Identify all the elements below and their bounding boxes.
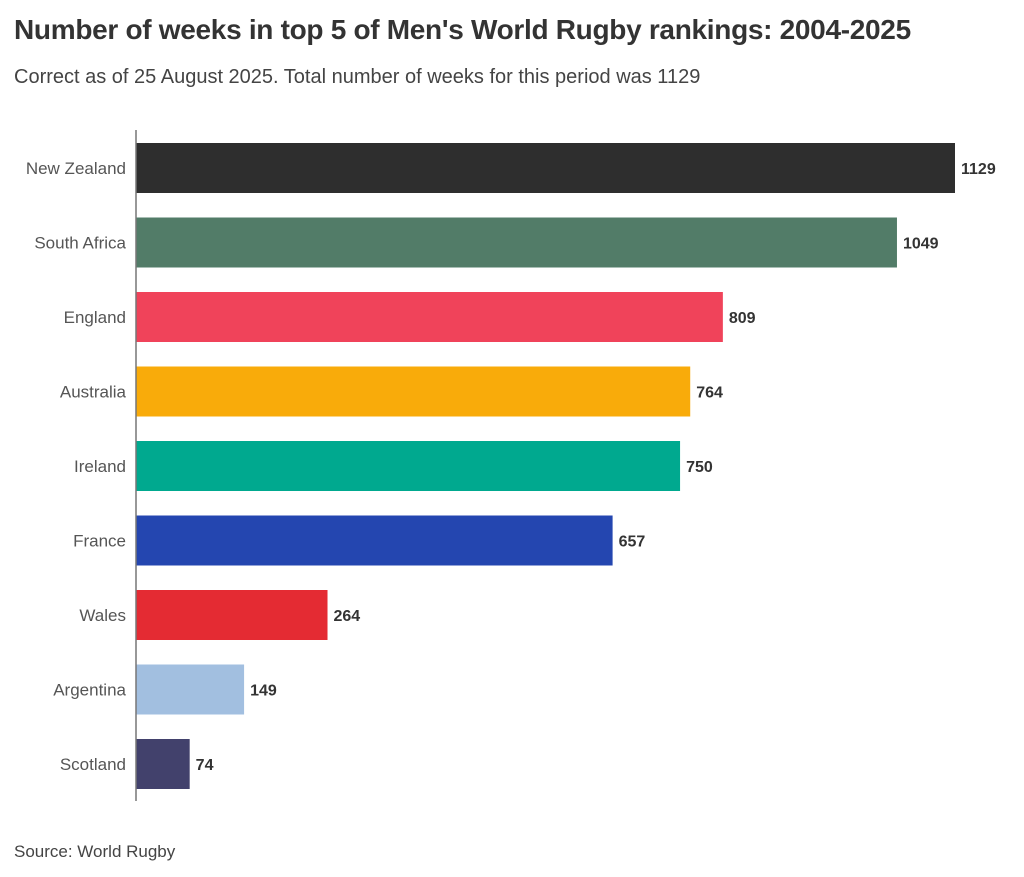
category-label: England — [64, 308, 126, 327]
value-label: 1049 — [903, 236, 939, 253]
value-label: 809 — [729, 310, 756, 327]
value-label: 1129 — [961, 161, 996, 178]
bar-ireland — [136, 441, 681, 491]
bar-australia — [136, 366, 691, 417]
category-label: Australia — [60, 383, 127, 402]
value-label: 657 — [619, 534, 646, 551]
bars-group: New Zealand 1129 South Africa 1049 England 80… — [26, 143, 996, 789]
chart-source: Source: World Rugby — [14, 842, 176, 861]
chart-subtitle: Correct as of 25 August 2025. Total numb… — [14, 66, 701, 88]
bar-england — [136, 292, 723, 342]
bar-scotland — [136, 739, 190, 789]
bar-argentina — [136, 664, 245, 715]
value-label: 264 — [334, 608, 361, 625]
value-label: 149 — [250, 683, 277, 700]
category-label: Scotland — [60, 755, 126, 774]
category-label: Wales — [79, 606, 126, 625]
bar-france — [136, 515, 613, 566]
category-label: South Africa — [34, 234, 126, 253]
value-label: 750 — [686, 459, 713, 476]
value-label: 764 — [696, 385, 723, 402]
bar-wales — [136, 590, 328, 640]
category-label: France — [73, 532, 126, 551]
category-label: Argentina — [53, 681, 126, 700]
value-label: 74 — [196, 757, 214, 774]
category-label: New Zealand — [26, 159, 126, 178]
bar-south-africa — [136, 217, 897, 268]
bar-new-zealand — [136, 143, 955, 193]
chart-title: Number of weeks in top 5 of Men's World … — [14, 14, 911, 45]
category-label: Ireland — [74, 457, 126, 476]
